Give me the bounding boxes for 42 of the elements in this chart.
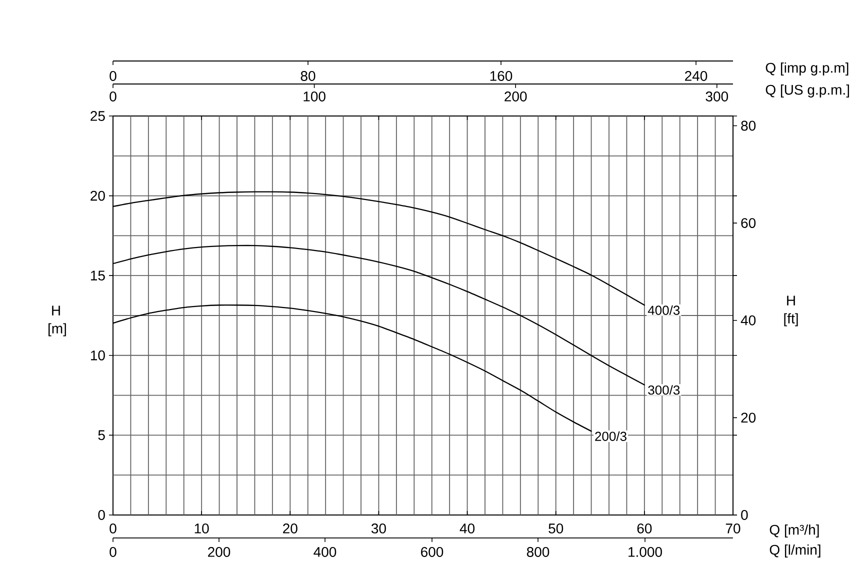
x-tick-label: 70 xyxy=(726,524,740,534)
y2-tick-label: 20 xyxy=(741,412,756,423)
x2-tick-label: 300 xyxy=(706,92,728,102)
text: 80 xyxy=(300,71,316,81)
text: 0 xyxy=(110,71,116,81)
y2-axis-title: H [ft] xyxy=(784,296,798,326)
text: 1.000 xyxy=(628,547,662,557)
x-tick-label: 10 xyxy=(194,524,209,534)
y-tick-label: 0 xyxy=(98,510,105,520)
text: 200 xyxy=(208,547,230,557)
x2-tick-label: 200 xyxy=(504,92,527,102)
y-axis-title: H [m] xyxy=(48,306,66,336)
text: Q [l/min] xyxy=(770,544,820,558)
x-tick-label: 60 xyxy=(637,524,652,534)
x-axis-title: Q [m³/h] xyxy=(770,524,819,538)
y-tick-label: 5 xyxy=(98,430,105,440)
y2-tick-label: 80 xyxy=(741,120,756,131)
text: Q [imp g.p.m] xyxy=(766,62,848,76)
y2-tick-label: 40 xyxy=(740,315,756,326)
x2-tick-label: 100 xyxy=(304,92,326,102)
series-label: 300/3 xyxy=(648,385,680,395)
text: 600 xyxy=(421,547,444,557)
series-label: 400/3 xyxy=(648,305,680,315)
y-tick-label: 20 xyxy=(90,190,105,201)
x2-tick-label: 0 xyxy=(110,92,116,102)
y-tick-label: 10 xyxy=(90,350,105,360)
x2-axis-title: Q [US g.p.m.] xyxy=(766,84,849,98)
y2-tick-label: 0 xyxy=(741,510,748,520)
y-tick-label: 25 xyxy=(90,111,105,121)
text: 240 xyxy=(685,71,708,81)
y2-tick-label: 60 xyxy=(741,218,756,228)
x-tick-label: 40 xyxy=(460,524,475,534)
y-tick-label: 15 xyxy=(90,270,105,280)
text: 160 xyxy=(490,71,512,81)
x-tick-label: 50 xyxy=(548,524,564,534)
x-tick-label: 20 xyxy=(283,524,298,534)
text: 800 xyxy=(526,547,550,557)
text: 400 xyxy=(314,547,336,557)
x-tick-label: 0 xyxy=(110,524,116,534)
series-label: 200/3 xyxy=(595,431,626,441)
x-tick-label: 30 xyxy=(371,524,386,534)
text: 0 xyxy=(110,547,116,557)
